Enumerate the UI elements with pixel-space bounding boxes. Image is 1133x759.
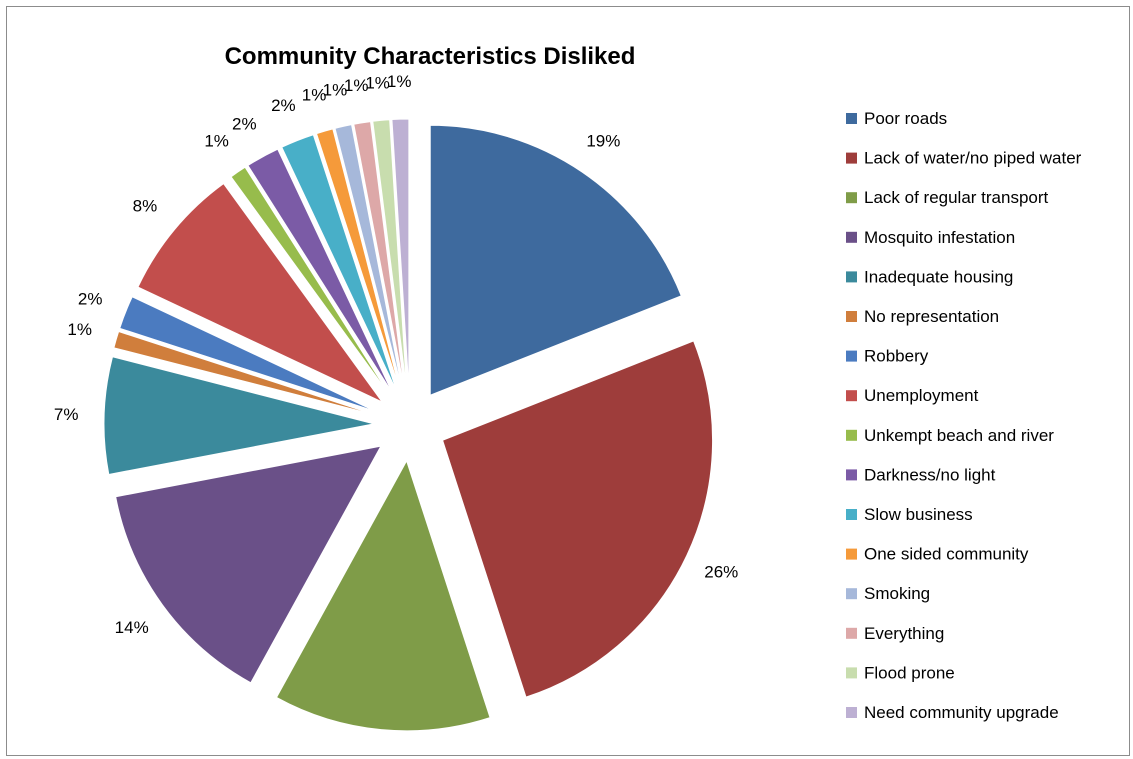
legend-swatch (846, 548, 857, 560)
legend-swatch (846, 588, 857, 600)
legend-label: No representation (864, 307, 999, 326)
legend-item-darkness-no-light: Darkness/no light (846, 465, 996, 484)
legend-item-no-representation: No representation (846, 307, 999, 326)
slice-everything (353, 121, 405, 390)
legend-swatch (846, 271, 857, 283)
slice-lack-of-water-no-piped-water (441, 340, 714, 698)
slice-unemployment (137, 182, 383, 403)
data-label-mosquito-infestation: 14% (115, 618, 149, 637)
legend-swatch (846, 667, 857, 679)
slice-unkempt-beach-and-river (230, 166, 391, 396)
legend-item-flood-prone: Flood prone (846, 663, 955, 682)
legend-label: Unemployment (864, 386, 979, 405)
data-label-flood-prone: 1% (365, 74, 390, 93)
data-label-lack-of-water-no-piped-water: 26% (704, 562, 738, 581)
legend-item-inadequate-housing: Inadequate housing (846, 267, 1013, 286)
legend-label: Lack of regular transport (864, 188, 1049, 207)
legend-item-one-sided-community: One sided community (846, 545, 1029, 564)
slice-one-sided-community (315, 128, 401, 391)
data-label-everything: 1% (344, 76, 369, 95)
data-label-smoking: 1% (323, 80, 348, 99)
slice-inadequate-housing (103, 356, 375, 476)
legend-swatch (846, 311, 857, 322)
slice-poor-roads (429, 124, 682, 396)
data-label-no-representation: 1% (67, 320, 92, 339)
legend-swatch (846, 707, 857, 718)
legend-swatch (846, 152, 857, 164)
legend-swatch (846, 469, 857, 481)
legend-swatch (846, 390, 857, 402)
data-label-one-sided-community: 1% (302, 86, 327, 105)
legend-item-mosquito-infestation: Mosquito infestation (846, 228, 1015, 247)
legend-item-poor-roads: Poor roads (846, 109, 947, 128)
slice-robbery (119, 296, 377, 413)
legend-label: Robbery (864, 347, 929, 366)
data-label-poor-roads: 19% (586, 131, 620, 150)
data-label-slow-business: 2% (271, 96, 296, 115)
legend-swatch (846, 429, 857, 441)
legend-swatch (846, 113, 857, 124)
legend-swatch (846, 350, 857, 362)
slice-slow-business (281, 134, 398, 392)
legend-label: Mosquito infestation (864, 228, 1015, 247)
legend-label: Poor roads (864, 109, 947, 128)
legend-swatch (846, 192, 857, 204)
slice-no-representation (113, 330, 376, 416)
slice-smoking (334, 124, 403, 390)
legend-item-smoking: Smoking (846, 584, 930, 603)
pie-slices (103, 118, 714, 732)
legend-item-lack-of-water-no-piped-water: Lack of water/no piped water (846, 149, 1082, 168)
data-label-unkempt-beach-and-river: 1% (204, 131, 229, 150)
data-label-inadequate-housing: 7% (54, 405, 79, 424)
slice-lack-of-regular-transport (275, 459, 491, 732)
legend-label: Everything (864, 624, 944, 643)
legend-label: Need community upgrade (864, 703, 1059, 722)
legend-item-everything: Everything (846, 624, 944, 643)
legend-item-unkempt-beach-and-river: Unkempt beach and river (846, 426, 1054, 445)
legend-label: Lack of water/no piped water (864, 149, 1082, 168)
legend-label: Flood prone (864, 663, 955, 682)
legend-item-need-community-upgrade: Need community upgrade (846, 703, 1059, 722)
legend-item-robbery: Robbery (846, 347, 929, 366)
data-label-darkness-no-light: 2% (232, 115, 257, 134)
legend-item-lack-of-regular-transport: Lack of regular transport (846, 188, 1049, 207)
slice-flood-prone (372, 119, 408, 390)
slice-darkness-no-light (247, 148, 394, 394)
legend-item-unemployment: Unemployment (846, 386, 979, 405)
legend: Poor roads Lack of water/no piped water La… (846, 109, 1082, 722)
legend-label: Unkempt beach and river (864, 426, 1054, 445)
legend-label: Inadequate housing (864, 267, 1013, 286)
legend-swatch (846, 231, 857, 243)
legend-label: One sided community (864, 545, 1029, 564)
data-label-robbery: 2% (78, 289, 103, 308)
legend-swatch (846, 509, 857, 520)
legend-item-slow-business: Slow business (846, 505, 973, 524)
pie-labels: 19%26%13%14%7%1%2%8%1%2%2%1%1%1%1%1% (54, 72, 738, 759)
chart-title: Community Characteristics Disliked (225, 43, 636, 70)
data-label-need-community-upgrade: 1% (387, 72, 412, 91)
slice-mosquito-infestation (115, 445, 382, 684)
legend-label: Darkness/no light (864, 465, 996, 484)
legend-label: Slow business (864, 505, 973, 524)
slice-need-community-upgrade (391, 118, 410, 390)
data-label-unemployment: 8% (133, 197, 158, 216)
legend-label: Smoking (864, 584, 930, 603)
legend-swatch (846, 627, 857, 639)
